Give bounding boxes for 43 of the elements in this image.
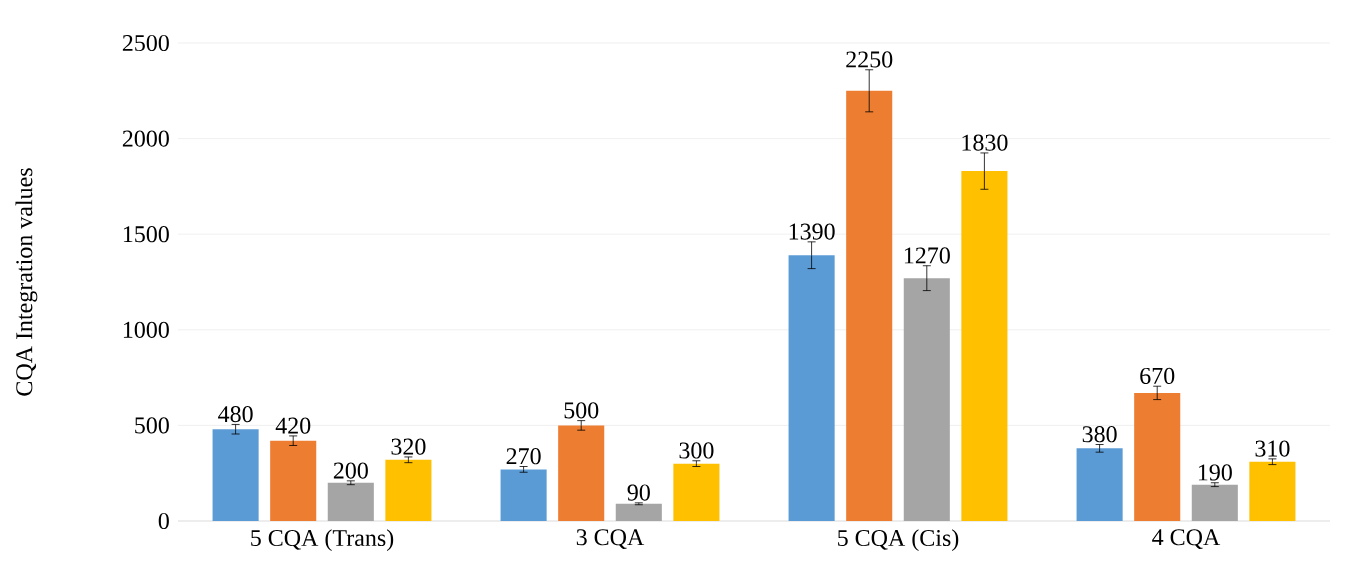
- bar: [1134, 392, 1181, 521]
- x-tick-label: 3 CQA: [576, 529, 645, 549]
- data-label: 670: [1140, 367, 1175, 384]
- data-label: 2250: [846, 51, 893, 68]
- bar: [270, 440, 317, 521]
- bar: [1076, 448, 1123, 521]
- data-label: 310: [1255, 440, 1290, 457]
- y-tick-label: 1500: [123, 226, 169, 243]
- bar: [846, 90, 893, 521]
- x-tick-label: 5 CQA (Cis): [838, 529, 959, 551]
- bar: [961, 171, 1008, 521]
- data-label: 420: [275, 417, 311, 434]
- data-label: 480: [218, 406, 253, 423]
- bar: [615, 503, 662, 521]
- bar: [500, 469, 547, 521]
- data-label: 500: [564, 402, 599, 419]
- y-axis-title: CQA Integration values: [15, 168, 38, 396]
- data-label: 270: [506, 448, 541, 465]
- bar: [327, 482, 374, 521]
- bar: [788, 255, 835, 521]
- data-label: 190: [1198, 464, 1232, 481]
- data-label: 1390: [789, 223, 835, 240]
- bar: [673, 463, 720, 521]
- data-label: 1830: [962, 134, 1008, 151]
- data-label: 300: [679, 442, 714, 459]
- data-label: 200: [333, 462, 368, 479]
- bar: [1249, 461, 1296, 521]
- bar: [1191, 484, 1238, 521]
- data-label: 90: [627, 484, 650, 501]
- bar: [385, 459, 432, 521]
- x-tick-label: 4 CQA: [1152, 529, 1221, 549]
- bar: [212, 429, 259, 521]
- y-tick-label: 500: [135, 417, 169, 434]
- bar: [558, 425, 605, 521]
- y-tick-label: 2500: [122, 34, 169, 52]
- y-tick-label: 0: [158, 512, 169, 530]
- data-label: 380: [1082, 426, 1117, 443]
- bar: [903, 278, 950, 521]
- y-tick-label: 1000: [123, 321, 169, 338]
- x-tick-label: 5 CQA (Trans): [251, 529, 394, 551]
- data-label: 1270: [904, 247, 950, 264]
- data-label: 320: [391, 438, 426, 455]
- y-tick-label: 2000: [122, 130, 169, 147]
